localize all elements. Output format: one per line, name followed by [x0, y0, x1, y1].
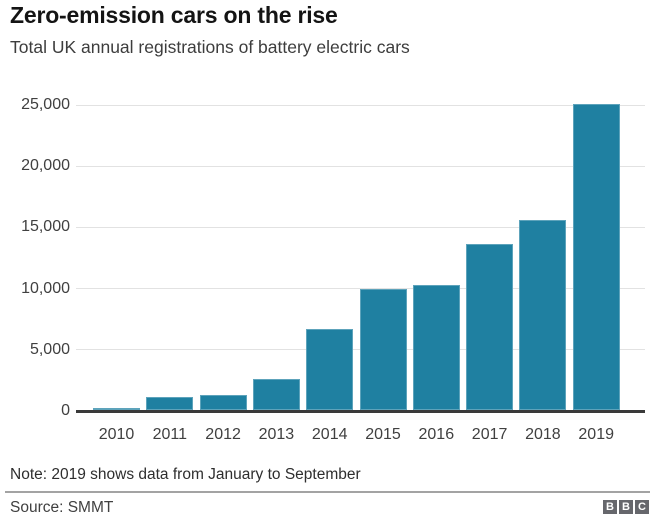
plot-area: [76, 104, 645, 413]
x-axis-line: [76, 410, 645, 413]
x-tick-label: 2016: [418, 426, 455, 443]
bar-2014: [306, 328, 354, 410]
y-tick-label: 25,000: [21, 96, 70, 113]
bar-2018: [519, 220, 567, 410]
gridline: [76, 288, 645, 290]
y-tick-label: 5,000: [29, 340, 70, 358]
x-tick-label: 2013: [258, 426, 295, 443]
bbc-logo-block: B: [603, 500, 617, 514]
divider: [5, 491, 650, 493]
x-tick-label: 2015: [365, 426, 401, 443]
x-tick-label: 2017: [471, 426, 508, 443]
y-tick-label: 20,000: [21, 157, 70, 175]
y-axis-labels: 0 5,000 10,000 15,000 20,000 25,000: [0, 96, 70, 419]
bbc-logo-block: B: [619, 500, 633, 514]
source-label: Source: SMMT: [10, 499, 114, 516]
y-tick-label: 0: [61, 402, 70, 419]
bar-2011: [146, 396, 194, 410]
x-tick-label: 2018: [525, 426, 561, 443]
bbc-logo: B B C: [603, 500, 649, 514]
source-row: Source: SMMT B B C: [10, 499, 649, 517]
bar-2017: [466, 243, 514, 410]
bar-2016: [412, 284, 460, 410]
x-tick-label: 2012: [205, 426, 241, 443]
chart-subtitle: Total UK annual registrations of battery…: [10, 37, 410, 57]
x-axis-labels: 2010 2011 2012 2013 2014 2015 2016 2017 2018 2019: [76, 426, 645, 446]
gridline: [76, 104, 645, 106]
bar-2010: [93, 408, 140, 410]
y-tick-label: 10,000: [21, 279, 70, 297]
x-tick-label: 2019: [578, 426, 614, 443]
chart-title: Zero-emission cars on the rise: [10, 2, 338, 28]
bar-2012: [199, 394, 247, 410]
footnote: Note: 2019 shows data from January to Se…: [10, 466, 361, 483]
gridline: [76, 165, 645, 167]
y-tick-label: 15,000: [21, 218, 70, 236]
bbc-logo-block: C: [635, 500, 649, 514]
x-tick-label: 2014: [311, 426, 348, 443]
bar-2019: [572, 104, 620, 410]
gridline: [76, 226, 645, 228]
x-tick-label: 2010: [98, 426, 135, 443]
bar-2015: [359, 288, 407, 410]
x-tick-label: 2011: [152, 426, 187, 443]
bar-2013: [252, 379, 300, 410]
